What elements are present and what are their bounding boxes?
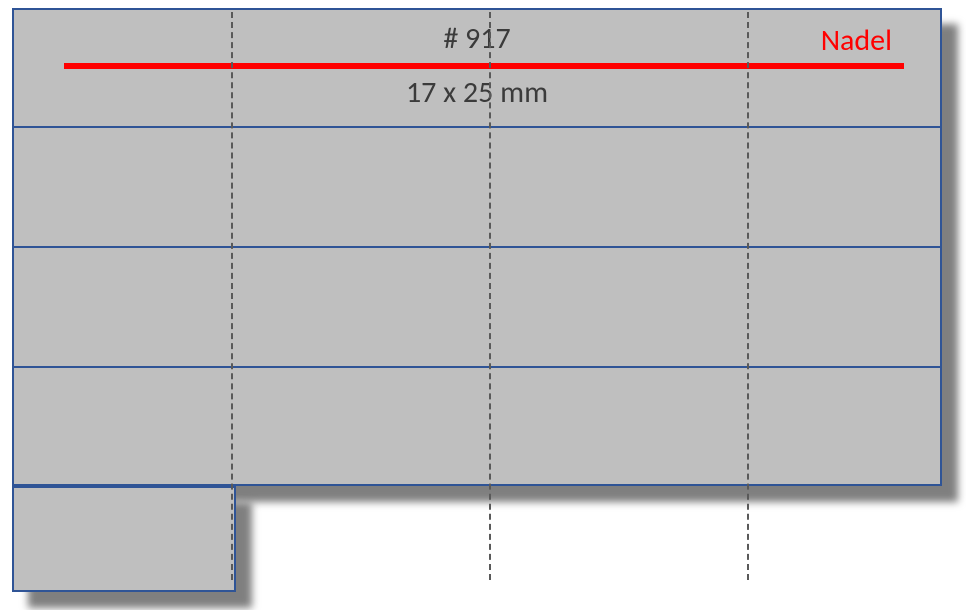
main-panel: # 917 17 x 25 mm Nadel <box>12 8 942 486</box>
row-separator <box>14 126 940 128</box>
vertical-guide <box>231 12 233 580</box>
dimensions-label: 17 x 25 mm <box>14 74 940 111</box>
needle-line <box>64 63 904 69</box>
item-number-label: # 917 <box>14 20 940 57</box>
row-separator <box>14 246 940 248</box>
row-separator <box>14 366 940 368</box>
vertical-guide <box>489 12 491 580</box>
small-panel <box>12 486 236 592</box>
needle-label: Nadel <box>821 22 892 59</box>
vertical-guide <box>747 12 749 580</box>
diagram-stage: # 917 17 x 25 mm Nadel <box>0 0 966 610</box>
